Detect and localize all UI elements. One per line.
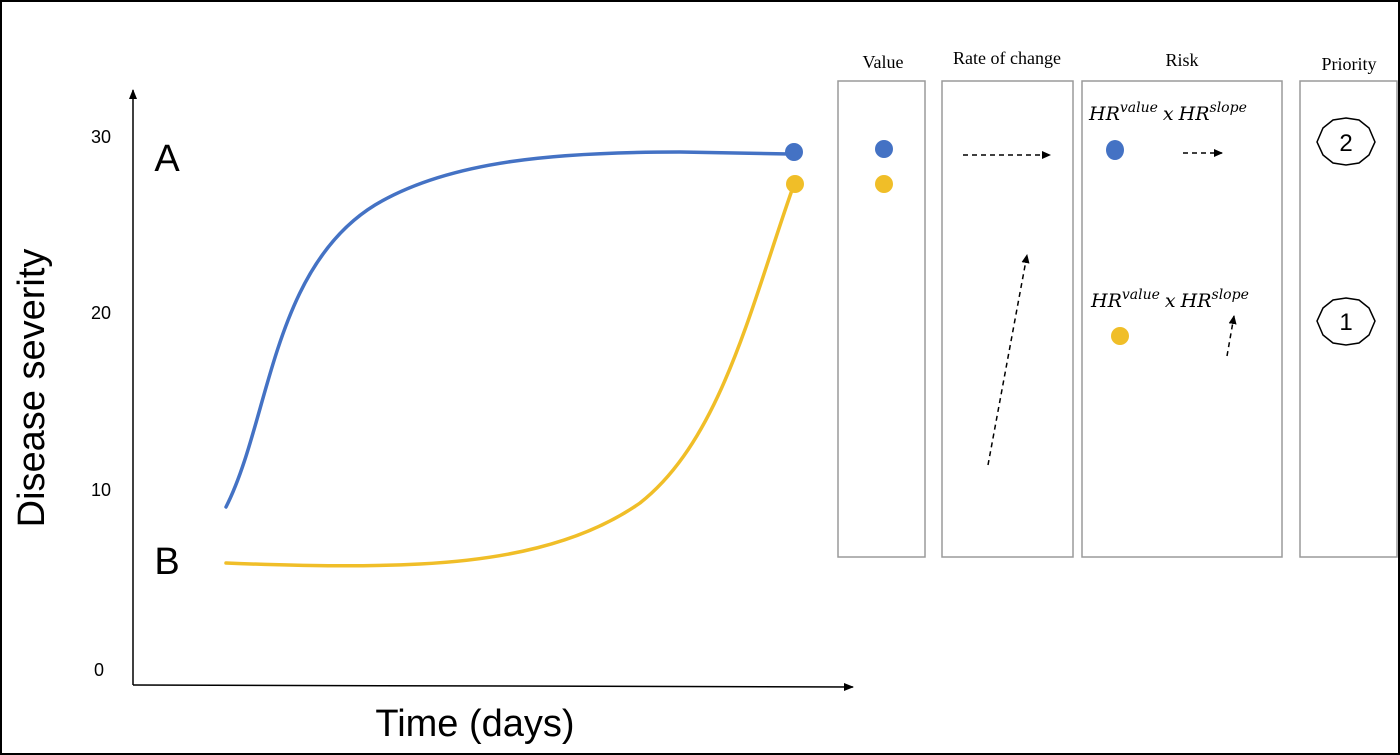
risk-a-value-sup: value [1120, 100, 1158, 116]
risk-b-slope-sup: slope [1212, 287, 1249, 303]
priority-badge-b [1316, 297, 1376, 346]
value-dot-b [875, 175, 893, 193]
value-dot-a [875, 140, 893, 158]
value-panel [837, 80, 926, 558]
risk-b-hr2: HR [1180, 290, 1212, 312]
y-tick-30: 30 [91, 127, 111, 147]
y-tick-0: 0 [94, 660, 104, 680]
priority-panel-title: Priority [1321, 54, 1376, 74]
risk-panel [1081, 80, 1283, 558]
curve-a [224, 150, 792, 509]
value-panel-title: Value [863, 52, 904, 72]
curve-a-endpoint [785, 143, 803, 161]
x-axis [132, 682, 854, 691]
risk-b-hr: HR [1090, 290, 1122, 312]
priority-badge-a [1316, 117, 1376, 166]
risk-a-hr: HR [1088, 103, 1120, 125]
y-axis-title: Disease severity [11, 249, 53, 528]
risk-arrow-b [1226, 315, 1237, 357]
y-tick-20: 20 [91, 303, 111, 323]
x-axis-title: Time (days) [375, 703, 574, 745]
curve-a-label: A [154, 138, 180, 180]
risk-a-hr2: HR [1178, 103, 1210, 125]
risk-dot-b [1111, 327, 1129, 345]
rate-arrow-b [987, 254, 1030, 466]
risk-b-value-sup: value [1122, 287, 1160, 303]
rate-panel-title: Rate of change [953, 48, 1061, 68]
priority-number-a: 2 [1339, 130, 1352, 157]
rate-panel [941, 80, 1074, 558]
curve-b-endpoint [786, 175, 804, 193]
curve-b-label: B [154, 541, 179, 583]
risk-a-slope-sup: slope [1210, 100, 1247, 116]
risk-a-times: x [1163, 103, 1174, 125]
risk-dot-a [1106, 140, 1124, 160]
priority-number-b: 1 [1339, 309, 1352, 336]
risk-b-times: x [1165, 290, 1176, 312]
curve-b [224, 188, 794, 568]
priority-panel [1299, 80, 1398, 558]
y-tick-10: 10 [91, 480, 111, 500]
risk-panel-title: Risk [1165, 50, 1198, 70]
risk-formula-b: HRvalue x HRslope [1090, 287, 1249, 312]
risk-formula-a: HRvalue x HRslope [1088, 100, 1247, 125]
